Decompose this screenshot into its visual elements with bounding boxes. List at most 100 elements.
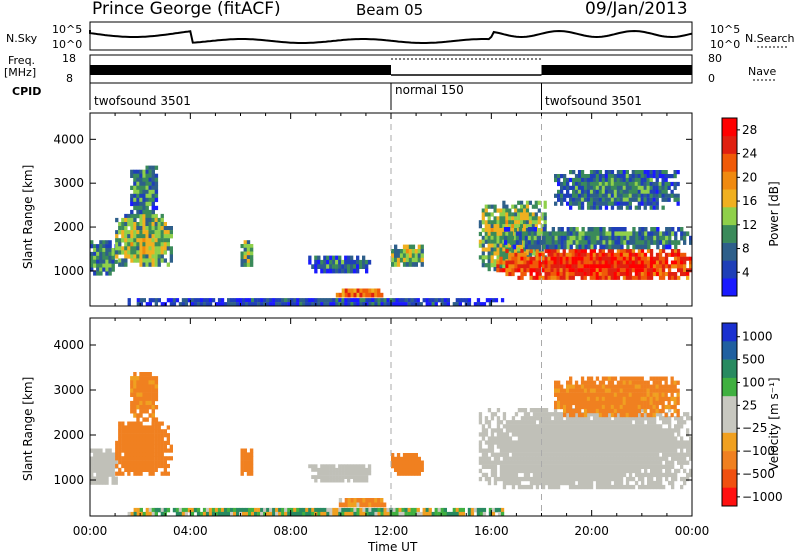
scatter-cell xyxy=(646,201,650,206)
scatter-cell xyxy=(583,249,587,254)
scatter-cell xyxy=(662,420,666,425)
scatter-cell xyxy=(586,460,591,465)
scatter-cell xyxy=(631,249,636,254)
scatter-cell xyxy=(121,262,125,267)
scatter-cell xyxy=(565,252,569,257)
scatter-cell xyxy=(484,224,488,229)
scatter-cell xyxy=(139,380,143,385)
scatter-cell xyxy=(605,235,609,241)
scatter-cell xyxy=(641,440,645,445)
x-tick-label: 12:00 xyxy=(374,524,409,538)
scatter-cell xyxy=(650,460,654,465)
scatter-cell xyxy=(572,197,576,202)
scatter-cell xyxy=(622,185,626,190)
scatter-cell xyxy=(661,275,666,280)
scatter-cell xyxy=(625,260,630,265)
scatter-cell xyxy=(362,502,366,508)
scatter-cell xyxy=(508,440,513,445)
scatter-cell xyxy=(601,408,606,414)
scatter-cell xyxy=(619,249,624,254)
scatter-cell xyxy=(544,480,549,486)
scatter-cell xyxy=(571,275,575,280)
scatter-cell xyxy=(145,230,149,235)
scatter-cell xyxy=(127,222,131,227)
scatter-cell xyxy=(520,204,524,209)
scatter-cell xyxy=(133,440,137,445)
scatter-cell xyxy=(115,254,119,259)
scatter-cell xyxy=(248,507,252,513)
scatter-cell xyxy=(535,436,540,441)
scatter-cell xyxy=(565,448,570,453)
scatter-cell xyxy=(619,476,624,482)
scatter-cell xyxy=(130,209,134,215)
scatter-cell xyxy=(402,464,407,469)
scatter-cell xyxy=(541,264,545,269)
scatter-cell xyxy=(145,217,149,223)
scatter-cell xyxy=(565,424,570,429)
scatter-cell xyxy=(136,467,140,472)
scatter-cell xyxy=(523,460,528,465)
scatter-cell xyxy=(580,392,585,397)
scatter-cell xyxy=(157,507,161,513)
scatter-cell xyxy=(589,376,594,381)
scatter-cell xyxy=(619,444,624,449)
scatter-cell xyxy=(604,404,609,410)
scatter-cell xyxy=(580,185,585,190)
scatter-cell xyxy=(405,456,410,461)
scatter-cell xyxy=(166,234,170,239)
scatter-cell xyxy=(502,416,507,421)
scatter-cell xyxy=(496,255,500,260)
scatter-cell xyxy=(652,272,657,277)
scatter-cell xyxy=(550,456,555,461)
scatter-cell xyxy=(344,288,348,294)
scatter-cell xyxy=(640,396,644,402)
scatter-cell xyxy=(634,380,638,385)
scatter-cell xyxy=(508,448,513,453)
scatter-cell xyxy=(491,298,496,303)
scatter-cell xyxy=(547,416,552,421)
scatter-cell xyxy=(139,181,143,186)
scatter-cell xyxy=(619,464,624,469)
scatter-cell xyxy=(677,468,681,474)
scatter-cell xyxy=(90,255,94,260)
scatter-cell xyxy=(562,264,566,269)
scatter-cell xyxy=(163,460,167,465)
scatter-cell xyxy=(142,429,146,434)
scatter-cell xyxy=(470,511,475,517)
scatter-cell xyxy=(139,444,143,449)
scatter-cell xyxy=(557,193,561,198)
scatter-cell xyxy=(673,384,677,389)
scatter-cell xyxy=(121,234,125,239)
scatter-cell xyxy=(575,235,579,241)
scatter-cell xyxy=(614,244,618,250)
scatter-cell xyxy=(508,424,513,429)
scatter-cell xyxy=(417,253,421,259)
scatter-cell xyxy=(130,400,134,406)
scatter-cell xyxy=(169,250,173,255)
scatter-cell xyxy=(659,468,663,474)
scatter-cell xyxy=(544,249,548,254)
scatter-cell xyxy=(650,472,654,478)
scatter-cell xyxy=(556,249,560,254)
scatter-cell xyxy=(572,384,576,389)
scatter-cell xyxy=(673,193,677,198)
scatter-cell xyxy=(653,460,657,465)
scatter-cell xyxy=(139,298,143,303)
scatter-cell xyxy=(169,444,173,449)
scatter-cell xyxy=(243,448,247,453)
scatter-cell xyxy=(217,298,222,303)
scatter-cell xyxy=(557,181,561,187)
scatter-cell xyxy=(496,239,500,244)
scatter-cell xyxy=(490,220,494,225)
scatter-cell xyxy=(398,298,402,303)
scatter-cell xyxy=(401,302,405,307)
scatter-cell xyxy=(602,244,606,250)
scatter-cell xyxy=(587,227,591,232)
scatter-cell xyxy=(622,396,626,402)
scatter-cell xyxy=(644,231,648,237)
scatter-cell xyxy=(154,444,158,449)
scatter-cell xyxy=(105,476,109,481)
scatter-cell xyxy=(380,511,384,517)
scatter-cell xyxy=(130,425,134,430)
scatter-cell xyxy=(118,226,122,231)
